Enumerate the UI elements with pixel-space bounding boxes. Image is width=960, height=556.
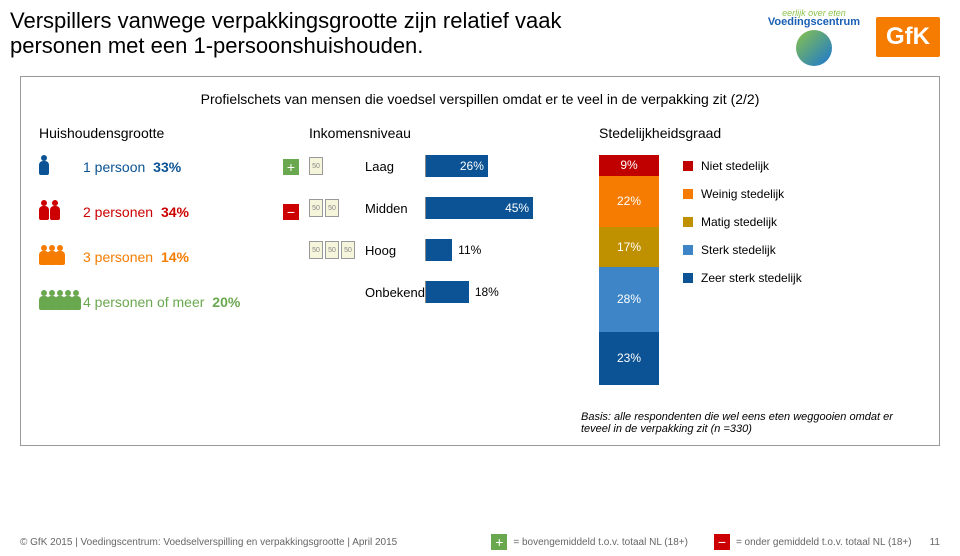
money-icon: 50 [309, 157, 365, 175]
main-panel: Profielschets van mensen die voedsel ver… [20, 76, 940, 446]
urbanity-segment: 23% [599, 332, 659, 385]
income-label: Onbekend [365, 285, 425, 300]
legend-swatch [683, 217, 693, 227]
income-bar-wrap: 45% [425, 197, 545, 219]
page-number: 11 [930, 537, 940, 548]
money-icon: 5050 [309, 199, 365, 217]
legend-label: Zeer sterk stedelijk [701, 271, 802, 285]
footer-source: © GfK 2015 | Voedingscentrum: Voedselver… [20, 537, 483, 548]
household-pct: 14% [161, 249, 189, 265]
income-row: 5050Midden45% [309, 197, 589, 219]
income-row: 50Laag26% [309, 155, 589, 177]
person-icon [39, 290, 83, 313]
legend-item: Weinig stedelijk [683, 187, 802, 201]
income-header: Inkomensniveau [309, 125, 589, 141]
person-icon [39, 245, 83, 268]
money-icon: 505050 [309, 241, 365, 259]
legend-item: Zeer sterk stedelijk [683, 271, 802, 285]
legend-item: Sterk stedelijk [683, 243, 802, 257]
income-bar-wrap: 18% [425, 281, 545, 303]
footer-below-text: = onder gemiddeld t.o.v. totaal NL (18+) [736, 537, 912, 548]
minus-icon: − [714, 534, 730, 550]
household-row: 1 persoon 33% + [39, 155, 299, 178]
basis-note: Basis: alle respondenten die wel eens et… [581, 411, 921, 435]
household-header: Huishoudensgrootte [39, 125, 299, 141]
income-row: Onbekend18% [309, 281, 589, 303]
person-icon [39, 155, 83, 178]
household-label: 4 personen of meer 20% [83, 294, 299, 310]
legend-label: Niet stedelijk [701, 159, 769, 173]
urbanity-header: Stedelijkheidsgraad [599, 125, 921, 141]
legend-label: Weinig stedelijk [701, 187, 784, 201]
legend-swatch [683, 273, 693, 283]
legend-label: Sterk stedelijk [701, 243, 776, 257]
legend-label: Matig stedelijk [701, 215, 777, 229]
income-label: Hoog [365, 243, 425, 258]
household-label: 3 personen 14% [83, 249, 299, 265]
voedingscentrum-logo: eerlijk over eten Voedingscentrum [768, 8, 860, 66]
urbanity-segment: 22% [599, 176, 659, 227]
household-row: 4 personen of meer 20% [39, 290, 299, 313]
household-row: 3 personen 14% [39, 245, 299, 268]
legend-item: Niet stedelijk [683, 159, 802, 173]
footer: © GfK 2015 | Voedingscentrum: Voedselver… [0, 534, 960, 550]
panel-subtitle: Profielschets van mensen die voedsel ver… [39, 91, 921, 107]
plus-icon: + [491, 534, 507, 550]
household-pct: 20% [212, 294, 240, 310]
logo-block: eerlijk over eten Voedingscentrum GfK [768, 8, 940, 66]
urbanity-stacked-bar: 9%22%17%28%23% [599, 155, 659, 385]
urbanity-legend: Niet stedelijk Weinig stedelijk Matig sted… [683, 159, 802, 299]
footer-legend-above: + = bovengemiddeld t.o.v. totaal NL (18+… [483, 534, 688, 550]
income-bar: 45% [426, 197, 533, 219]
person-icon [39, 200, 83, 223]
plus-icon: + [283, 159, 299, 175]
household-pct: 34% [161, 204, 189, 220]
income-row: 505050Hoog11% [309, 239, 589, 261]
urbanity-segment: 9% [599, 155, 659, 176]
vc-name: Voedingscentrum [768, 16, 860, 28]
urbanity-segment: 17% [599, 227, 659, 266]
legend-swatch [683, 189, 693, 199]
income-bar: 26% [426, 155, 488, 177]
household-row: 2 personen 34%− [39, 200, 299, 223]
legend-swatch [683, 161, 693, 171]
footer-legend-below: − = onder gemiddeld t.o.v. totaal NL (18… [706, 534, 912, 550]
income-bar: 18% [426, 281, 469, 303]
page-title: Verspillers vanwege verpakkingsgrootte z… [10, 8, 610, 59]
household-pct: 33% [153, 159, 181, 175]
footer-above-text: = bovengemiddeld t.o.v. totaal NL (18+) [513, 537, 688, 548]
vc-circle-icon [796, 30, 832, 66]
income-bar: 11% [426, 239, 452, 261]
household-column: Huishoudensgrootte 1 persoon 33% +2 perso… [39, 125, 299, 385]
gfk-logo: GfK [876, 17, 940, 57]
household-label: 2 personen 34% [83, 204, 275, 220]
income-label: Midden [365, 201, 425, 216]
minus-icon: − [283, 204, 299, 220]
urbanity-column: Stedelijkheidsgraad 9%22%17%28%23% Niet … [599, 125, 921, 385]
income-column: Inkomensniveau 50Laag26%5050Midden45%505… [309, 125, 589, 385]
household-label: 1 persoon 33% [83, 159, 275, 175]
income-bar-wrap: 11% [425, 239, 545, 261]
legend-swatch [683, 245, 693, 255]
income-bar-wrap: 26% [425, 155, 545, 177]
income-label: Laag [365, 159, 425, 174]
urbanity-segment: 28% [599, 267, 659, 332]
legend-item: Matig stedelijk [683, 215, 802, 229]
